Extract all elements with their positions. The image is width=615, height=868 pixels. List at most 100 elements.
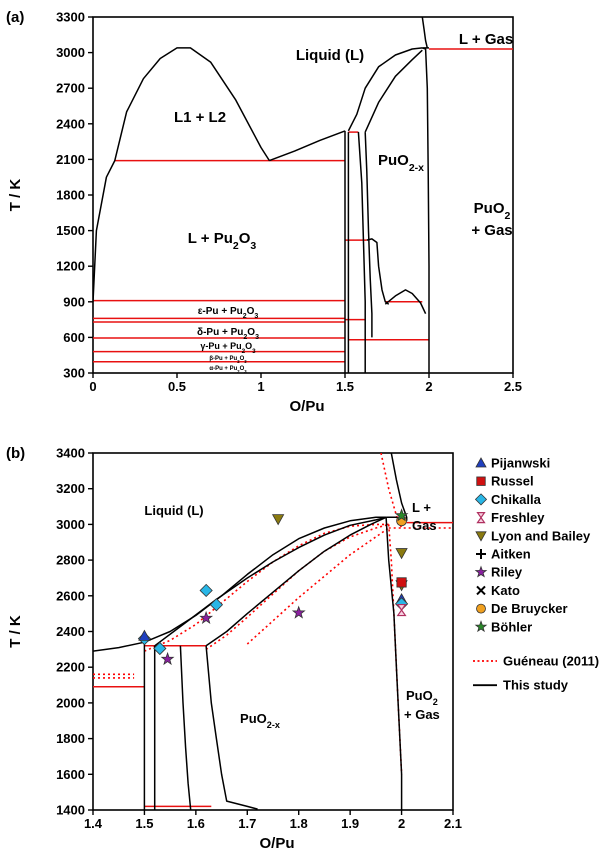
legend-entry-label: Freshley bbox=[491, 510, 545, 525]
y-tick-label: 1400 bbox=[56, 803, 85, 818]
y-tick-label: 2600 bbox=[56, 588, 85, 603]
y-axis-label: T / K bbox=[7, 179, 24, 212]
gueneau-dotted-curve bbox=[144, 523, 389, 652]
x-tick-label: 2 bbox=[398, 816, 405, 831]
phase-boundary-curve bbox=[421, 17, 429, 49]
y-tick-label: 300 bbox=[63, 366, 85, 381]
legend-entry-label: Kato bbox=[491, 583, 520, 598]
x-axis-label: O/Pu bbox=[289, 398, 324, 415]
legend-marker bbox=[474, 620, 488, 633]
x-tick-label: 1.8 bbox=[290, 816, 308, 831]
region-label: L + bbox=[412, 500, 431, 515]
region-label: L + Pu2O3 bbox=[188, 230, 257, 252]
data-point bbox=[153, 641, 167, 656]
x-tick-label: 1.7 bbox=[238, 816, 256, 831]
y-tick-label: 2100 bbox=[56, 152, 85, 167]
data-point bbox=[138, 629, 151, 641]
region-label: PuO2-x bbox=[378, 152, 424, 174]
legend-entry-label: Guéneau (2011) bbox=[503, 654, 599, 669]
y-tick-label: 1800 bbox=[56, 731, 85, 746]
phase-boundary-curve bbox=[385, 517, 403, 810]
phase-boundary-curve bbox=[364, 132, 373, 338]
y-tick-label: 1800 bbox=[56, 188, 85, 203]
phase-boundary-curve bbox=[390, 453, 408, 521]
data-point bbox=[209, 598, 224, 612]
region-label: + Gas bbox=[471, 222, 512, 239]
y-axis-label: T / K bbox=[7, 615, 24, 648]
legend-marker bbox=[474, 493, 488, 506]
x-tick-label: 2.5 bbox=[504, 379, 522, 394]
phase-boundary-curve bbox=[347, 47, 423, 132]
x-tick-label: 1.5 bbox=[135, 816, 153, 831]
region-label: Liquid (L) bbox=[144, 503, 203, 518]
legend-entry-label: Riley bbox=[491, 565, 523, 580]
legend-entry-label: Pijanwski bbox=[491, 456, 550, 471]
region-label: L1 + L2 bbox=[174, 109, 226, 126]
y-tick-label: 3300 bbox=[56, 10, 85, 25]
plot-area bbox=[93, 453, 453, 810]
region-label: β-Pu + Pu2O3 bbox=[209, 356, 247, 364]
y-tick-label: 2400 bbox=[56, 624, 85, 639]
legend-entry-label: De Bruycker bbox=[491, 601, 568, 616]
phase-boundary-curve bbox=[384, 289, 427, 315]
region-label: Liquid (L) bbox=[296, 47, 364, 64]
x-tick-label: 2.1 bbox=[444, 816, 462, 831]
phase-boundary-curve bbox=[366, 238, 390, 305]
y-tick-label: 2200 bbox=[56, 660, 85, 675]
y-tick-label: 3000 bbox=[56, 45, 85, 60]
legend-entry-label: Lyon and Bailey bbox=[491, 528, 591, 543]
y-tick-label: 3000 bbox=[56, 517, 85, 532]
legend-entry-label: This study bbox=[503, 678, 569, 693]
phase-boundary-curve bbox=[154, 516, 387, 647]
region-label: α-Pu + Pu2O3 bbox=[209, 366, 247, 374]
phase-boundary-curve bbox=[205, 645, 258, 810]
data-point bbox=[271, 514, 285, 526]
gueneau-dotted-curve bbox=[246, 527, 390, 645]
y-tick-label: 3400 bbox=[56, 446, 85, 461]
legend: Pijanwski Russel Chikalla Freshley Lyon and … bbox=[473, 456, 599, 693]
phase-boundary-curve bbox=[422, 47, 430, 373]
region-label: ε-Pu + Pu2O3 bbox=[198, 306, 259, 320]
plot-frame bbox=[92, 16, 514, 374]
y-tick-label: 2000 bbox=[56, 695, 85, 710]
x-tick-label: 1.4 bbox=[84, 816, 103, 831]
legend-entry-label: Chikalla bbox=[491, 492, 542, 507]
y-tick-label: 1500 bbox=[56, 223, 85, 238]
legend-marker bbox=[476, 585, 486, 596]
data-point bbox=[394, 508, 409, 522]
y-tick-label: 3200 bbox=[56, 481, 85, 496]
phase-boundary-curve bbox=[205, 516, 387, 647]
data-point bbox=[395, 548, 408, 560]
phase-boundary-curve bbox=[357, 132, 366, 373]
x-tick-label: 2 bbox=[425, 379, 432, 394]
y-tick-label: 1600 bbox=[56, 767, 85, 782]
x-tick-label: 0 bbox=[89, 379, 96, 394]
x-tick-label: 1.6 bbox=[187, 816, 205, 831]
phase-boundary-curve bbox=[179, 645, 192, 810]
data-point bbox=[396, 603, 407, 617]
y-tick-label: 2800 bbox=[56, 553, 85, 568]
x-axis-label: O/Pu bbox=[259, 835, 294, 852]
y-tick-label: 1200 bbox=[56, 259, 85, 274]
legend-entry-label: Russel bbox=[491, 474, 534, 489]
region-label: δ-Pu + Pu2O3 bbox=[197, 327, 259, 341]
legend-entry-label: Böhler bbox=[491, 619, 532, 634]
x-tick-label: 1 bbox=[257, 379, 264, 394]
region-label: PuO2 bbox=[406, 688, 438, 707]
data-point bbox=[160, 651, 175, 666]
legend-marker bbox=[476, 476, 486, 486]
phase-boundary-curve bbox=[93, 47, 271, 302]
y-tick-label: 900 bbox=[63, 294, 85, 309]
x-tick-label: 1.5 bbox=[336, 379, 354, 394]
region-label: L + Gas bbox=[459, 31, 513, 48]
legend-marker bbox=[476, 603, 486, 614]
data-point bbox=[291, 605, 306, 619]
data-point bbox=[396, 577, 407, 588]
y-tick-label: 2700 bbox=[56, 81, 85, 96]
data-point bbox=[199, 610, 214, 624]
plot-area bbox=[93, 17, 513, 373]
legend-marker bbox=[475, 457, 487, 468]
legend-marker bbox=[476, 511, 486, 524]
legend-entry-label: Aitken bbox=[491, 547, 531, 562]
